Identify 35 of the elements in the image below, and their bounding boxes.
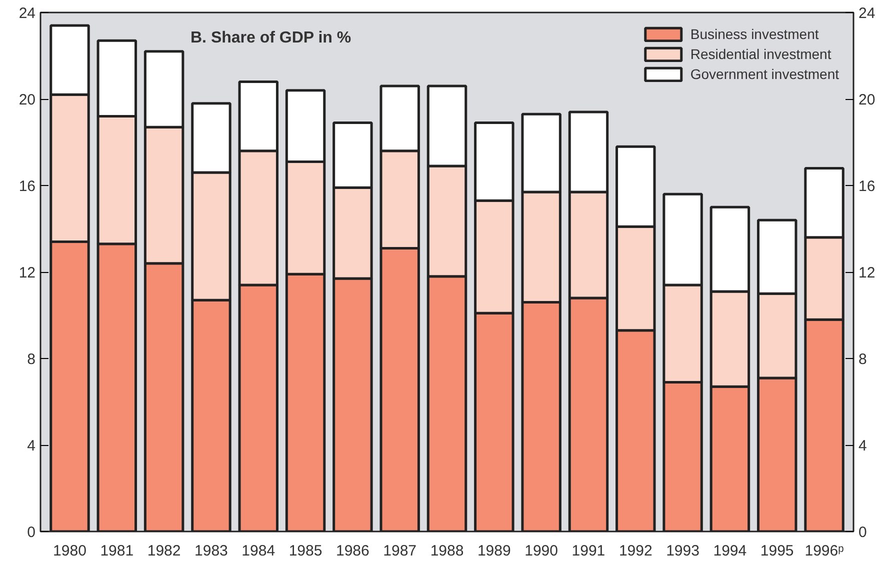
y-tick-label: 8 (27, 351, 36, 368)
x-tick-label: 1987 (383, 542, 417, 560)
y2-tick-label: 16 (858, 178, 876, 195)
x-tick-label: 1988 (430, 542, 464, 560)
x-tick-label: 1996ᵖ (804, 542, 844, 560)
x-tick-label: 1995 (760, 542, 794, 560)
legend-label: Residential investment (690, 46, 832, 62)
y2-tick-label: 8 (858, 351, 867, 368)
x-tick-label: 1990 (524, 542, 558, 560)
y2-tick-label: 20 (858, 92, 876, 108)
x-tick-label: 1985 (288, 542, 322, 560)
legend-label: Business investment (690, 26, 819, 42)
x-tick-label: 1989 (477, 542, 511, 560)
y-tick-label: 12 (18, 264, 36, 282)
y2-tick-label: 24 (858, 5, 876, 22)
x-tick-label: 1984 (242, 542, 276, 560)
y2-tick-label: 0 (858, 524, 867, 541)
y2-tick-label: 4 (858, 438, 867, 454)
x-tick-label: 1992 (618, 542, 652, 560)
text: B. Share of GDP in % (190, 30, 352, 46)
x-tick-label: 1993 (666, 542, 700, 560)
x-tick-label: 1991 (572, 542, 606, 560)
y-tick-label: 4 (27, 438, 36, 454)
legend-label: Government investment (690, 66, 839, 82)
y-tick-label: 20 (18, 92, 36, 108)
x-tick-label: 1983 (194, 542, 228, 560)
y-tick-label: 24 (18, 5, 36, 22)
x-tick-label: 1981 (100, 542, 134, 560)
x-tick-label: 1994 (713, 542, 747, 560)
y-tick-label: 16 (18, 178, 36, 195)
y-tick-label: 0 (27, 524, 36, 541)
x-tick-label: 1980 (53, 542, 86, 560)
y2-tick-label: 12 (858, 264, 876, 282)
x-tick-label: 1982 (147, 542, 181, 560)
x-tick-label: 1986 (336, 542, 370, 560)
